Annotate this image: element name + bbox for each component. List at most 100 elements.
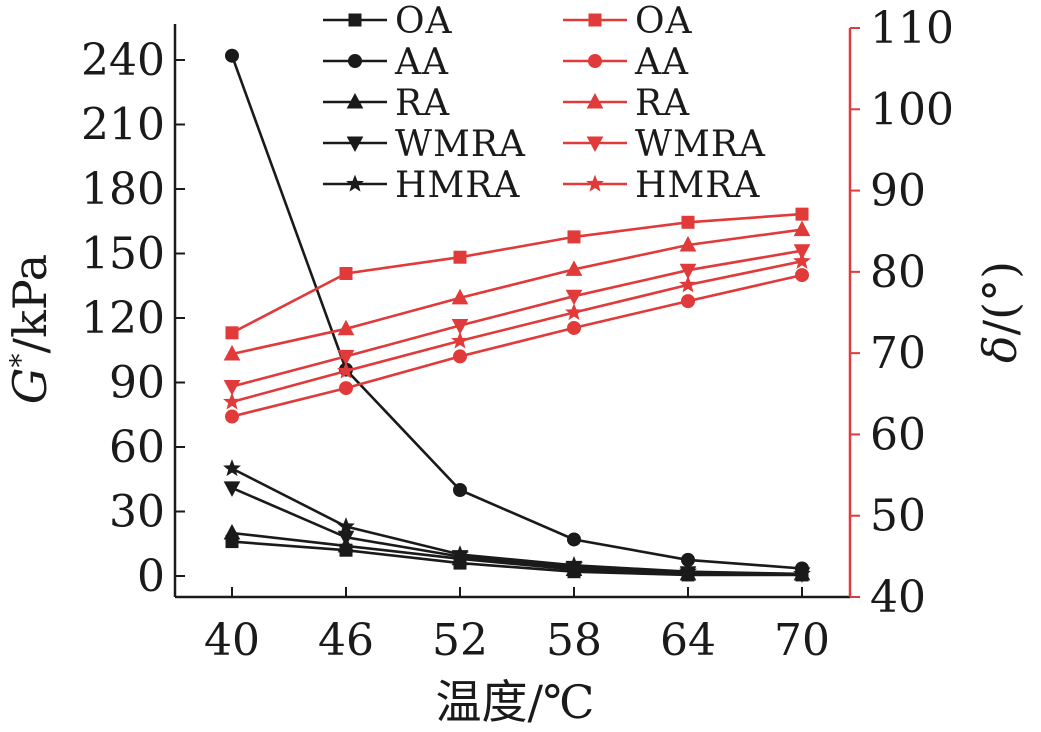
y-right-tick-label: 40	[870, 572, 926, 623]
series-g-point-hmra	[679, 562, 697, 580]
series-delta-line-hmra	[231, 260, 803, 404]
x-tick-label: 52	[432, 615, 488, 666]
series-delta-point-aa	[567, 320, 581, 335]
g-legend-label-hmra: HMRA	[395, 165, 520, 206]
series-delta-point-ra	[337, 319, 355, 336]
series-delta-point-oa	[453, 250, 467, 264]
series-g-point-wmra	[337, 530, 355, 547]
y-left-tick-label: 120	[81, 293, 165, 344]
y-right-tick-label: 60	[870, 409, 926, 460]
delta-legend-label-oa: OA	[635, 1, 693, 42]
y-left-tick-label: 180	[81, 164, 165, 215]
y-left-tick-label: 90	[109, 358, 165, 409]
series-delta-point-oa	[567, 230, 581, 244]
series-delta-point-hmra	[679, 275, 697, 293]
series-g-point-ra	[223, 523, 241, 540]
y-right-tick-label: 100	[870, 84, 954, 135]
y-right-tick-label: 70	[870, 328, 926, 379]
series-delta-point-wmra	[679, 263, 697, 280]
series-delta-point-wmra	[793, 244, 811, 260]
series-layer	[223, 48, 811, 583]
g-legend-label-wmra: WMRA	[395, 124, 526, 165]
series-delta-point-hmra	[223, 392, 241, 410]
series-delta-point-hmra	[451, 331, 469, 349]
delta-legend-label-ra: RA	[635, 83, 690, 124]
series-delta-point-wmra	[451, 319, 469, 335]
delta-legend-marker-ra	[586, 92, 604, 109]
series-delta-point-oa	[795, 207, 809, 221]
series-g-line-hmra	[231, 467, 803, 576]
x-tick-label: 46	[318, 615, 374, 666]
series-g-line-aa	[230, 55, 803, 570]
series-g-point-aa	[567, 532, 581, 547]
series-delta-point-oa	[339, 266, 353, 280]
series-delta-line-wmra	[231, 249, 803, 388]
series-g-point-hmra	[793, 564, 811, 582]
delta-legend-marker-wmra	[586, 136, 604, 153]
series-delta-point-aa	[453, 349, 467, 364]
g-legend-label-ra: RA	[395, 83, 450, 124]
g-legend-label-aa: AA	[394, 42, 449, 83]
delta-legend-label-aa: AA	[634, 42, 689, 83]
series-g-point-hmra	[565, 555, 583, 573]
series-delta-point-aa	[795, 268, 809, 283]
axes-layer: 0 30 60 90 120 150 180 210 240 40 50 60 70 80 90 100 110…	[81, 3, 954, 666]
y-right-tick-label: 90	[870, 166, 926, 217]
y-left-tick-label: 60	[109, 422, 165, 473]
y-axis-left-title: G*/kPa	[3, 254, 57, 404]
x-tick-label: 58	[546, 615, 602, 666]
g-legend-label-oa: OA	[395, 1, 453, 42]
series-delta-point-ra	[565, 260, 583, 276]
series-g-point-aa	[225, 48, 239, 63]
delta-legend-marker-hmra	[586, 174, 604, 192]
series-delta-point-aa	[681, 294, 695, 309]
delta-legend-marker-oa	[588, 13, 602, 27]
series-delta-point-oa	[225, 326, 239, 340]
series-g-line-oa	[231, 540, 802, 577]
series-delta-point-aa	[225, 409, 239, 424]
g-legend-marker-ra	[346, 92, 364, 109]
series-delta-point-hmra	[337, 361, 355, 379]
y-right-tick-label: 50	[870, 491, 926, 542]
series-g-point-aa	[453, 483, 467, 497]
delta-legend-label-hmra: HMRA	[635, 165, 760, 206]
y-right-tick-label: 80	[870, 247, 926, 298]
x-tick-label: 40	[204, 615, 260, 666]
series-g-point-hmra	[451, 545, 469, 563]
y-left-tick-label: 210	[81, 100, 165, 151]
series-delta-point-aa	[339, 381, 353, 396]
series-delta-point-ra	[679, 235, 697, 252]
x-tick-label: 70	[774, 615, 830, 666]
y-right-tick-label: 110	[870, 3, 954, 54]
y-axis-right-title: δ/(°)	[973, 261, 1027, 363]
y-left-tick-label: 30	[109, 487, 165, 538]
delta-legend-label-wmra: WMRA	[635, 124, 766, 165]
series-g-point-hmra	[337, 517, 355, 535]
series-delta-point-wmra	[337, 349, 355, 366]
series-delta-point-wmra	[223, 379, 241, 396]
series-delta-point-wmra	[565, 289, 583, 306]
series-delta-point-oa	[681, 215, 695, 229]
g-legend-marker-wmra	[346, 136, 364, 153]
series-delta-point-hmra	[565, 303, 583, 321]
g-legend-marker-aa	[348, 54, 362, 68]
series-delta-line-aa	[231, 273, 803, 418]
g-legend-marker-oa	[348, 13, 362, 27]
series-g-point-wmra	[223, 481, 241, 497]
series-g-point-hmra	[223, 459, 241, 477]
series-delta-point-hmra	[793, 251, 811, 269]
series-delta-line-ra	[231, 228, 803, 356]
x-tick-label: 64	[660, 615, 716, 666]
x-axis-title: 温度/℃	[436, 675, 595, 729]
series-delta-point-ra	[793, 220, 811, 237]
y-left-tick-label: 240	[81, 35, 165, 86]
delta-legend-marker-aa	[588, 54, 602, 68]
series-delta-point-ra	[451, 288, 469, 305]
series-delta-line-oa	[231, 212, 803, 334]
y-left-tick-label: 150	[81, 229, 165, 280]
y-left-tick-label: 0	[137, 551, 165, 602]
g-legend-marker-hmra	[346, 174, 364, 192]
series-delta-point-ra	[223, 344, 241, 361]
